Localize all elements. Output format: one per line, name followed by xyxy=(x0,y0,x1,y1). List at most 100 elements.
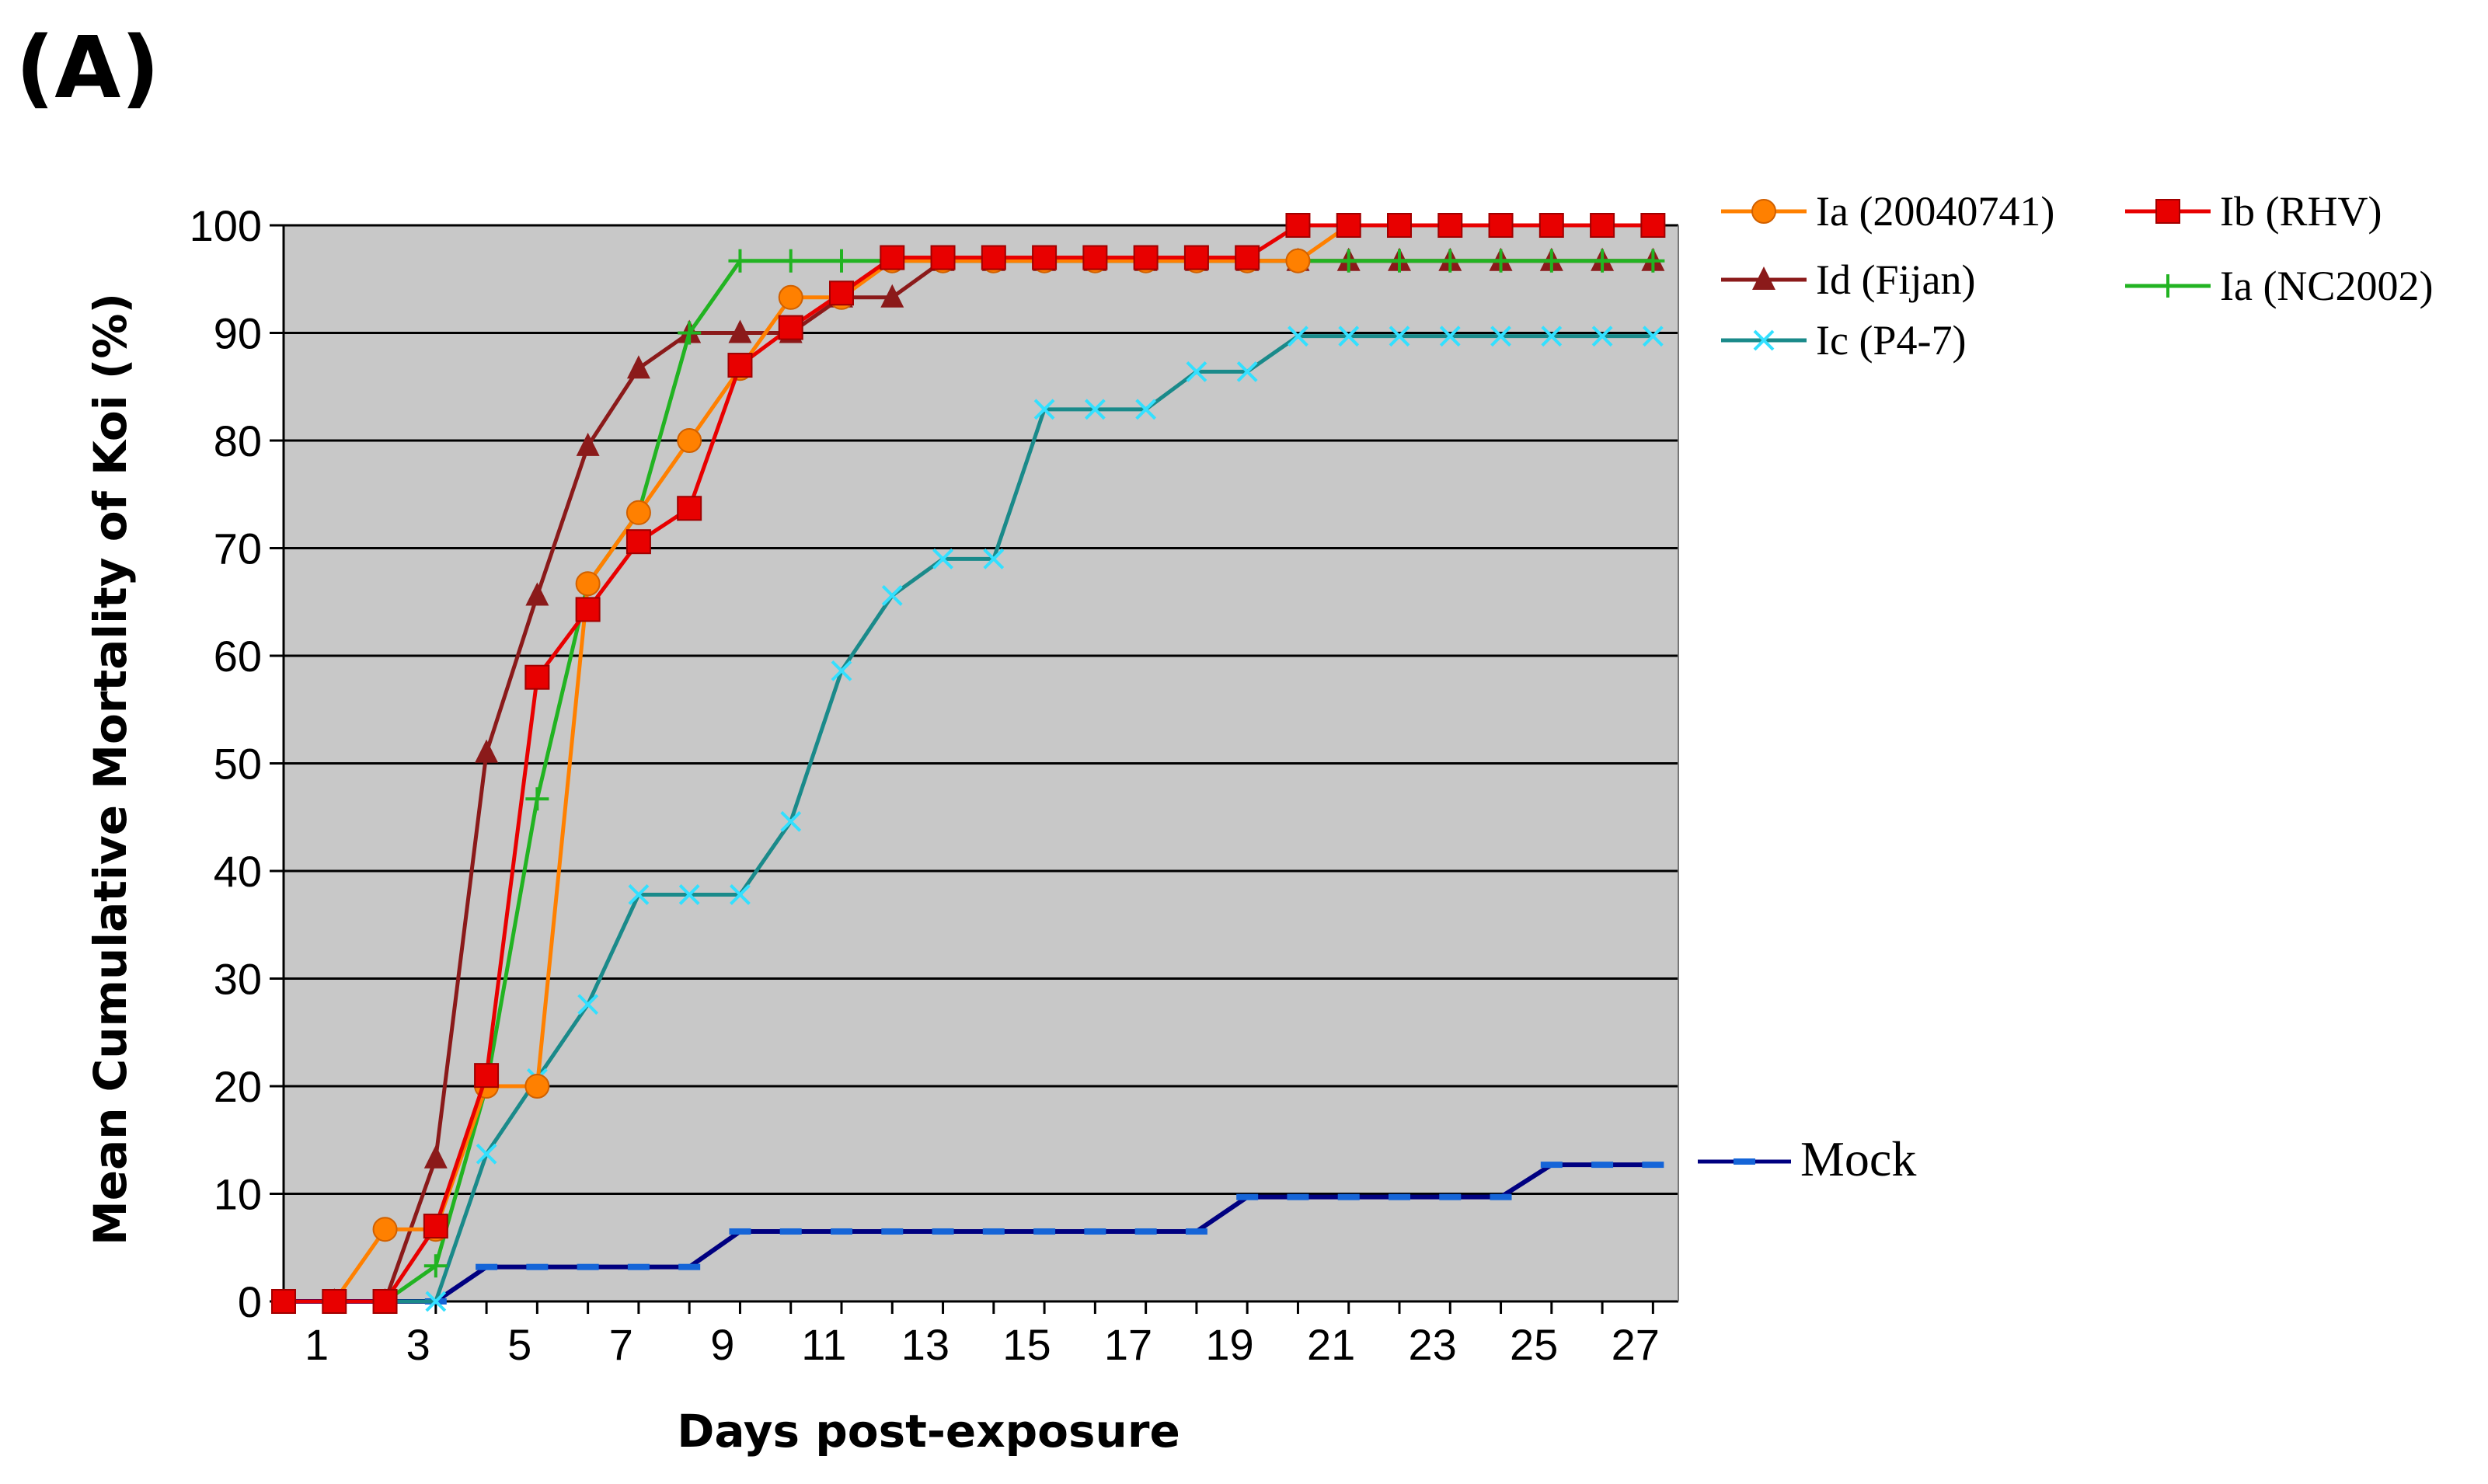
series-ic-p4-7 xyxy=(273,326,1664,1312)
y-tick-label-0: 0 xyxy=(238,1277,262,1326)
legend-item-ia-20040741: Ia (20040741) xyxy=(1721,188,2054,235)
series-ic-p4-7-point-22 xyxy=(1338,326,1360,347)
series-ia-20040741-point-8 xyxy=(625,500,651,525)
series-ic-p4-7-point-7 xyxy=(577,994,599,1015)
series-ib-rhv-point-23 xyxy=(1387,213,1412,238)
series-mock-point-23 xyxy=(1389,1193,1410,1200)
series-ic-p4-7-point-14 xyxy=(932,548,953,570)
series-ic-p4-7-point-16 xyxy=(1033,399,1055,420)
y-axis-title: Mean Cumulative Mortality of Koi (%) xyxy=(84,293,137,1245)
legend-item-ic-p4-7-label: Ic (P4-7) xyxy=(1816,317,1966,364)
y-tick-label-40: 40 xyxy=(214,847,262,896)
series-mock-point-24 xyxy=(1439,1193,1462,1200)
x-tick-label-7: 7 xyxy=(609,1320,633,1369)
series-ic-p4-7-point-15 xyxy=(983,548,1005,570)
series-ib-rhv-line xyxy=(284,223,1653,1304)
legend-item-mock: Mock xyxy=(1698,1131,1916,1186)
series-ib-rhv-point-21 xyxy=(1285,213,1311,238)
x-tick-label-11: 11 xyxy=(801,1320,846,1369)
legend-item-ib-rhv-label: Ib (RHV) xyxy=(2220,188,2382,235)
y-tick-label-10: 10 xyxy=(214,1170,262,1219)
series-ib-rhv-point-10 xyxy=(727,353,753,378)
x-tick-label-15: 15 xyxy=(1002,1320,1051,1369)
series-ib-rhv-point-1 xyxy=(271,1289,296,1314)
series-ib-rhv-point-4 xyxy=(423,1214,448,1239)
series-id-fijan-point-4 xyxy=(423,1144,448,1169)
series-ia-nc2002-point-28 xyxy=(1641,249,1665,273)
series-mock-point-14 xyxy=(932,1228,954,1235)
series-ia-20040741-point-21 xyxy=(1285,248,1311,273)
series-ic-p4-7-point-21 xyxy=(1288,326,1308,347)
x-tick-label-19: 19 xyxy=(1205,1320,1253,1369)
series-ia-nc2002-point-4 xyxy=(423,1254,448,1278)
y-tick-label-20: 20 xyxy=(214,1062,262,1111)
series-ic-p4-7-point-19 xyxy=(1186,361,1207,382)
series-mock-point-20 xyxy=(1236,1193,1259,1200)
series-lines xyxy=(271,213,1666,1314)
series-ia-nc2002-point-10 xyxy=(728,249,752,273)
series-ib-rhv-point-15 xyxy=(981,245,1006,270)
series-mock-point-26 xyxy=(1540,1162,1563,1169)
series-ia-nc2002-point-12 xyxy=(830,249,853,273)
series-ia-nc2002-point-9 xyxy=(678,321,702,345)
series-mock-point-16 xyxy=(1033,1228,1056,1235)
legend-item-ia-20040741-label: Ia (20040741) xyxy=(1816,188,2054,235)
x-tick-label-23: 23 xyxy=(1408,1320,1456,1369)
series-mock-line xyxy=(284,1162,1653,1304)
series-mock-point-10 xyxy=(729,1228,751,1235)
series-ib-rhv xyxy=(271,213,1666,1314)
legend-item-ib-rhv: Ib (RHV) xyxy=(2125,188,2382,235)
series-ic-p4-7-point-24 xyxy=(1439,326,1461,347)
x-tick-label-3: 3 xyxy=(406,1320,430,1369)
series-ib-rhv-point-18 xyxy=(1133,245,1159,270)
series-ib-rhv-point-22 xyxy=(1336,213,1361,238)
series-ia-nc2002-point-6 xyxy=(525,787,549,811)
series-ia-nc2002-point-25 xyxy=(1489,249,1513,273)
series-id-fijan-point-5 xyxy=(475,739,499,763)
series-ib-rhv-point-25 xyxy=(1488,213,1514,238)
x-tick-label-13: 13 xyxy=(901,1320,950,1369)
series-ic-p4-7-point-12 xyxy=(831,660,852,681)
series-ic-p4-7-point-5 xyxy=(476,1143,497,1165)
x-tick-label-17: 17 xyxy=(1104,1320,1152,1369)
series-ic-p4-7-point-10 xyxy=(730,884,751,905)
legend-item-ic-p4-7: Ic (P4-7) xyxy=(1721,317,1966,364)
x-axis-title: Days post-exposure xyxy=(677,1405,1180,1458)
series-mock-point-7 xyxy=(577,1263,599,1270)
series-ib-rhv-point-5 xyxy=(474,1063,500,1089)
legend-item-mock-label: Mock xyxy=(1800,1131,1916,1186)
series-ia-20040741-point-11 xyxy=(778,284,803,310)
legend-item-ia-20040741-marker xyxy=(1751,199,1776,224)
x-tick-label-27: 27 xyxy=(1612,1320,1660,1369)
series-ia-nc2002-point-24 xyxy=(1438,249,1462,273)
series-ib-rhv-point-12 xyxy=(829,280,854,306)
legend-item-ia-nc2002-marker xyxy=(2156,274,2180,298)
series-ib-rhv-point-24 xyxy=(1437,213,1463,238)
legend-item-ic-p4-7-marker xyxy=(1753,329,1775,351)
y-tick-label-80: 80 xyxy=(214,416,262,465)
series-ib-rhv-point-27 xyxy=(1590,213,1615,238)
series-id-fijan-point-7 xyxy=(576,432,600,456)
series-ib-rhv-point-26 xyxy=(1538,213,1564,238)
series-mock-point-22 xyxy=(1337,1193,1360,1200)
series-mock-point-19 xyxy=(1185,1228,1207,1235)
series-id-fijan-point-13 xyxy=(880,284,904,308)
y-tick-labels: 0 10 20 30 40 50 60 70 80 90 100 xyxy=(190,201,284,1326)
series-ib-rhv-point-19 xyxy=(1183,245,1209,270)
series-ic-p4-7-point-26 xyxy=(1541,326,1563,347)
series-ib-rhv-point-8 xyxy=(625,529,651,555)
series-mock-point-15 xyxy=(982,1228,1005,1235)
series-mock-point-9 xyxy=(678,1263,701,1270)
series-ia-nc2002-point-27 xyxy=(1591,249,1615,273)
series-mock-point-6 xyxy=(526,1263,549,1270)
series-ic-p4-7-point-4 xyxy=(425,1291,447,1312)
x-tick-label-1: 1 xyxy=(305,1320,329,1369)
legend-item-ib-rhv-marker xyxy=(2155,199,2180,224)
panel-label: (A) xyxy=(16,18,160,117)
series-ia-nc2002-point-26 xyxy=(1539,249,1563,273)
y-tick-label-30: 30 xyxy=(214,955,262,1004)
x-tick-label-9: 9 xyxy=(710,1320,734,1369)
series-ic-p4-7-point-28 xyxy=(1642,326,1664,347)
series-mock-point-5 xyxy=(476,1263,498,1270)
series-mock-point-21 xyxy=(1287,1193,1309,1200)
